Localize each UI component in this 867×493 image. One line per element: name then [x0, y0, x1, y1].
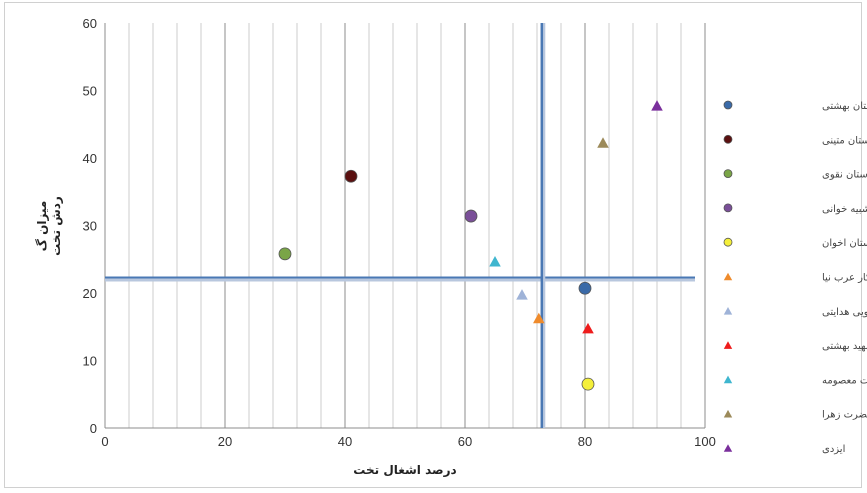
data-point — [516, 289, 528, 300]
data-point — [578, 281, 592, 295]
reference-lines — [105, 23, 695, 428]
legend-marker — [723, 409, 733, 418]
y-tick-label: 20 — [83, 286, 97, 301]
y-tick-label: 0 — [90, 421, 97, 436]
legend-marker — [723, 134, 733, 144]
x-tick-label: 0 — [101, 434, 108, 449]
x-tick-label: 100 — [694, 434, 716, 449]
y-axis-title-line: ردش تخت — [49, 196, 63, 256]
data-point — [278, 247, 292, 261]
legend-marker — [723, 237, 733, 247]
legend-label: کامکار عرب نیا — [822, 273, 867, 284]
data-point — [533, 312, 545, 324]
y-axis-title: میزان گ ردش تخت — [34, 196, 63, 256]
plot-area — [105, 23, 705, 428]
x-tick-label: 60 — [458, 434, 472, 449]
legend-marker — [723, 375, 733, 384]
legend-label: حضرت معصومه — [822, 375, 867, 386]
legend-label: بیمارستان نقوی — [822, 170, 867, 181]
x-axis-title: درصد اشغال تخت — [353, 463, 456, 477]
data-point — [344, 169, 358, 183]
legend-marker — [723, 307, 733, 315]
legend-label: بیمارستان اخوان — [822, 238, 867, 249]
legend-marker — [723, 169, 733, 179]
data-point — [489, 256, 501, 267]
grid — [104, 23, 706, 429]
data-point — [597, 137, 609, 148]
data-point — [464, 209, 478, 223]
x-tick-label: 80 — [578, 434, 592, 449]
y-axis-title-line: میزان گ — [34, 201, 49, 252]
legend-label: بیمارستان شبیه خوانی — [822, 204, 867, 215]
data-points — [278, 100, 663, 391]
legend-marker — [723, 272, 733, 281]
data-point — [651, 100, 663, 111]
x-tick-label: 20 — [218, 434, 232, 449]
legend-label: بیمارستان بهشتی — [822, 101, 867, 112]
x-tick-label: 40 — [338, 434, 352, 449]
legend-marker — [723, 203, 733, 213]
legend-marker — [723, 100, 733, 110]
y-tick-label: 30 — [83, 219, 97, 234]
legend-label: بیمارستان متینی — [822, 135, 867, 146]
data-point — [581, 377, 595, 391]
legend-marker — [723, 444, 733, 452]
legend-label: ایزدی — [822, 444, 845, 455]
axis-ticks: 0 20 40 60 80 100 0 10 20 30 40 50 60 — [83, 16, 716, 449]
legend-label: حضرت زهرا — [822, 410, 867, 421]
legend: بیمارستان بهشتی بیمارستان متینی بیمارستان … — [723, 100, 867, 455]
y-tick-label: 40 — [83, 151, 97, 166]
data-point — [582, 322, 594, 334]
legend-label: نکویی هدایتی — [822, 307, 867, 318]
legend-label: شهید بهشتی — [822, 341, 867, 352]
y-tick-label: 50 — [83, 84, 97, 99]
y-tick-label: 60 — [83, 16, 97, 31]
y-tick-label: 10 — [83, 354, 97, 369]
legend-marker — [723, 341, 733, 349]
